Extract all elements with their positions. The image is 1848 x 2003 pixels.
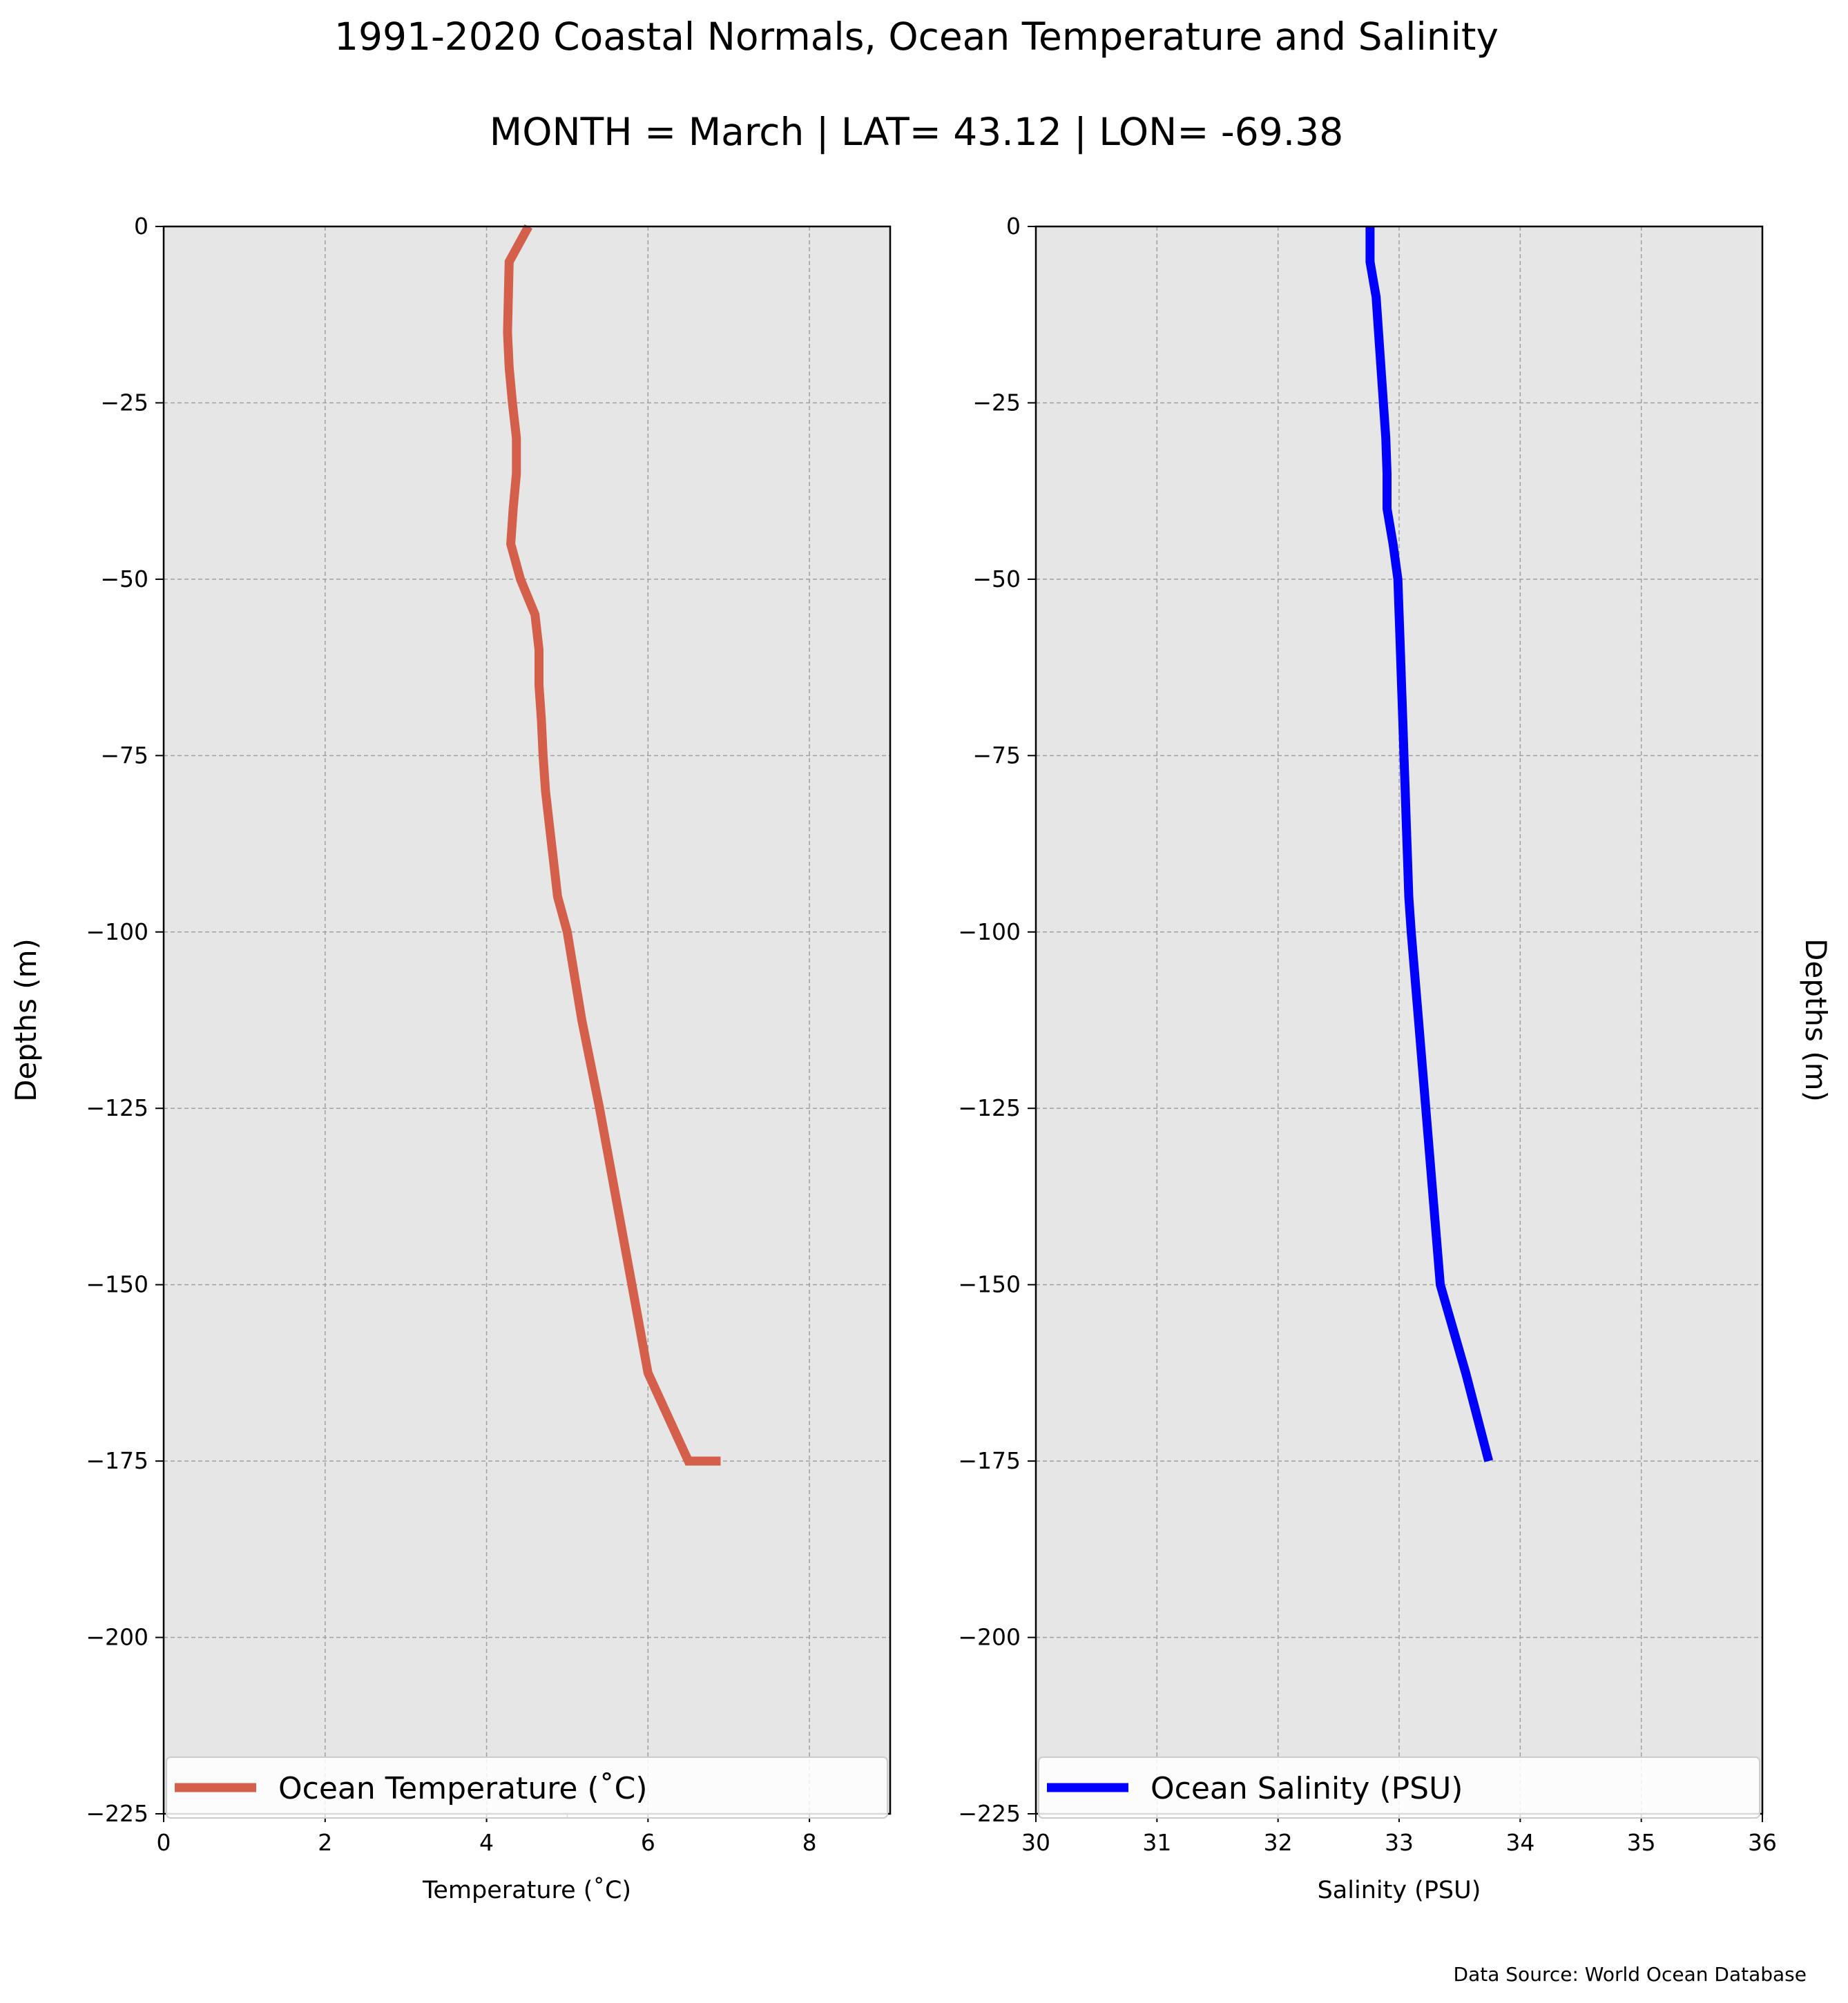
y-axis-label: Depths (m) — [1799, 938, 1833, 1102]
y-tick-label: −175 — [86, 1447, 148, 1474]
legend-label: Ocean Temperature (˚C) — [278, 1771, 648, 1806]
y-tick-label: −125 — [958, 1094, 1021, 1121]
x-tick-label: 34 — [1505, 1829, 1534, 1856]
data-source-note: Data Source: World Ocean Database — [1454, 1963, 1807, 1986]
x-tick-label: 33 — [1385, 1829, 1414, 1856]
y-tick-label: −75 — [972, 742, 1021, 768]
y-tick-label: −200 — [86, 1624, 148, 1651]
x-tick-label: 35 — [1627, 1829, 1656, 1856]
x-axis-label: Salinity (PSU) — [1318, 1877, 1481, 1904]
y-tick-label: −175 — [958, 1447, 1021, 1474]
x-tick-label: 2 — [318, 1829, 332, 1856]
x-tick-label: 32 — [1264, 1829, 1293, 1856]
series-line — [1365, 226, 1493, 1462]
legend-label: Ocean Salinity (PSU) — [1151, 1771, 1463, 1806]
legend: Ocean Temperature (˚C) — [166, 1757, 888, 1819]
y-tick-label: −25 — [100, 389, 148, 416]
y-tick-label: −75 — [100, 742, 148, 768]
x-axis-label: Temperature (˚C) — [422, 1876, 631, 1904]
x-tick-label: 6 — [641, 1829, 655, 1856]
y-tick-label: 0 — [1006, 213, 1021, 240]
series-line — [503, 224, 721, 1466]
x-tick-label: 0 — [157, 1829, 171, 1856]
y-tick-label: −200 — [958, 1624, 1021, 1651]
legend-box — [166, 1757, 888, 1819]
y-tick-label: −225 — [958, 1800, 1021, 1827]
y-tick-label: −150 — [86, 1271, 148, 1298]
y-tick-label: −50 — [100, 565, 148, 592]
x-tick-label: 4 — [479, 1829, 494, 1856]
legend: Ocean Salinity (PSU) — [1038, 1757, 1760, 1819]
figure-title-line2: MONTH = March | LAT= 43.12 | LON= -69.38 — [490, 110, 1343, 155]
y-tick-label: −225 — [86, 1800, 148, 1827]
y-axis-label: Depths (m) — [9, 938, 43, 1102]
y-tick-label: −100 — [958, 918, 1021, 945]
y-tick-label: −50 — [972, 565, 1021, 592]
temperature-panel: 0 −25 −50 −75 −100 −125 −150 −175 −200 −225 0 2 4 6 8 T… — [9, 213, 892, 1904]
x-tick-label: 30 — [1021, 1829, 1050, 1856]
y-tick-label: −150 — [958, 1271, 1021, 1298]
x-tick-label: 8 — [802, 1829, 817, 1856]
y-tick-label: 0 — [134, 213, 148, 240]
y-tick-label: −100 — [86, 918, 148, 945]
figure-title-line1: 1991-2020 Coastal Normals, Ocean Tempera… — [334, 14, 1499, 59]
y-tick-label: −25 — [972, 389, 1021, 416]
y-tick-label: −125 — [86, 1094, 148, 1121]
x-tick-label: 36 — [1748, 1829, 1777, 1856]
x-tick-label: 31 — [1142, 1829, 1171, 1856]
plot-area — [164, 226, 890, 1814]
legend-box — [1038, 1757, 1760, 1819]
